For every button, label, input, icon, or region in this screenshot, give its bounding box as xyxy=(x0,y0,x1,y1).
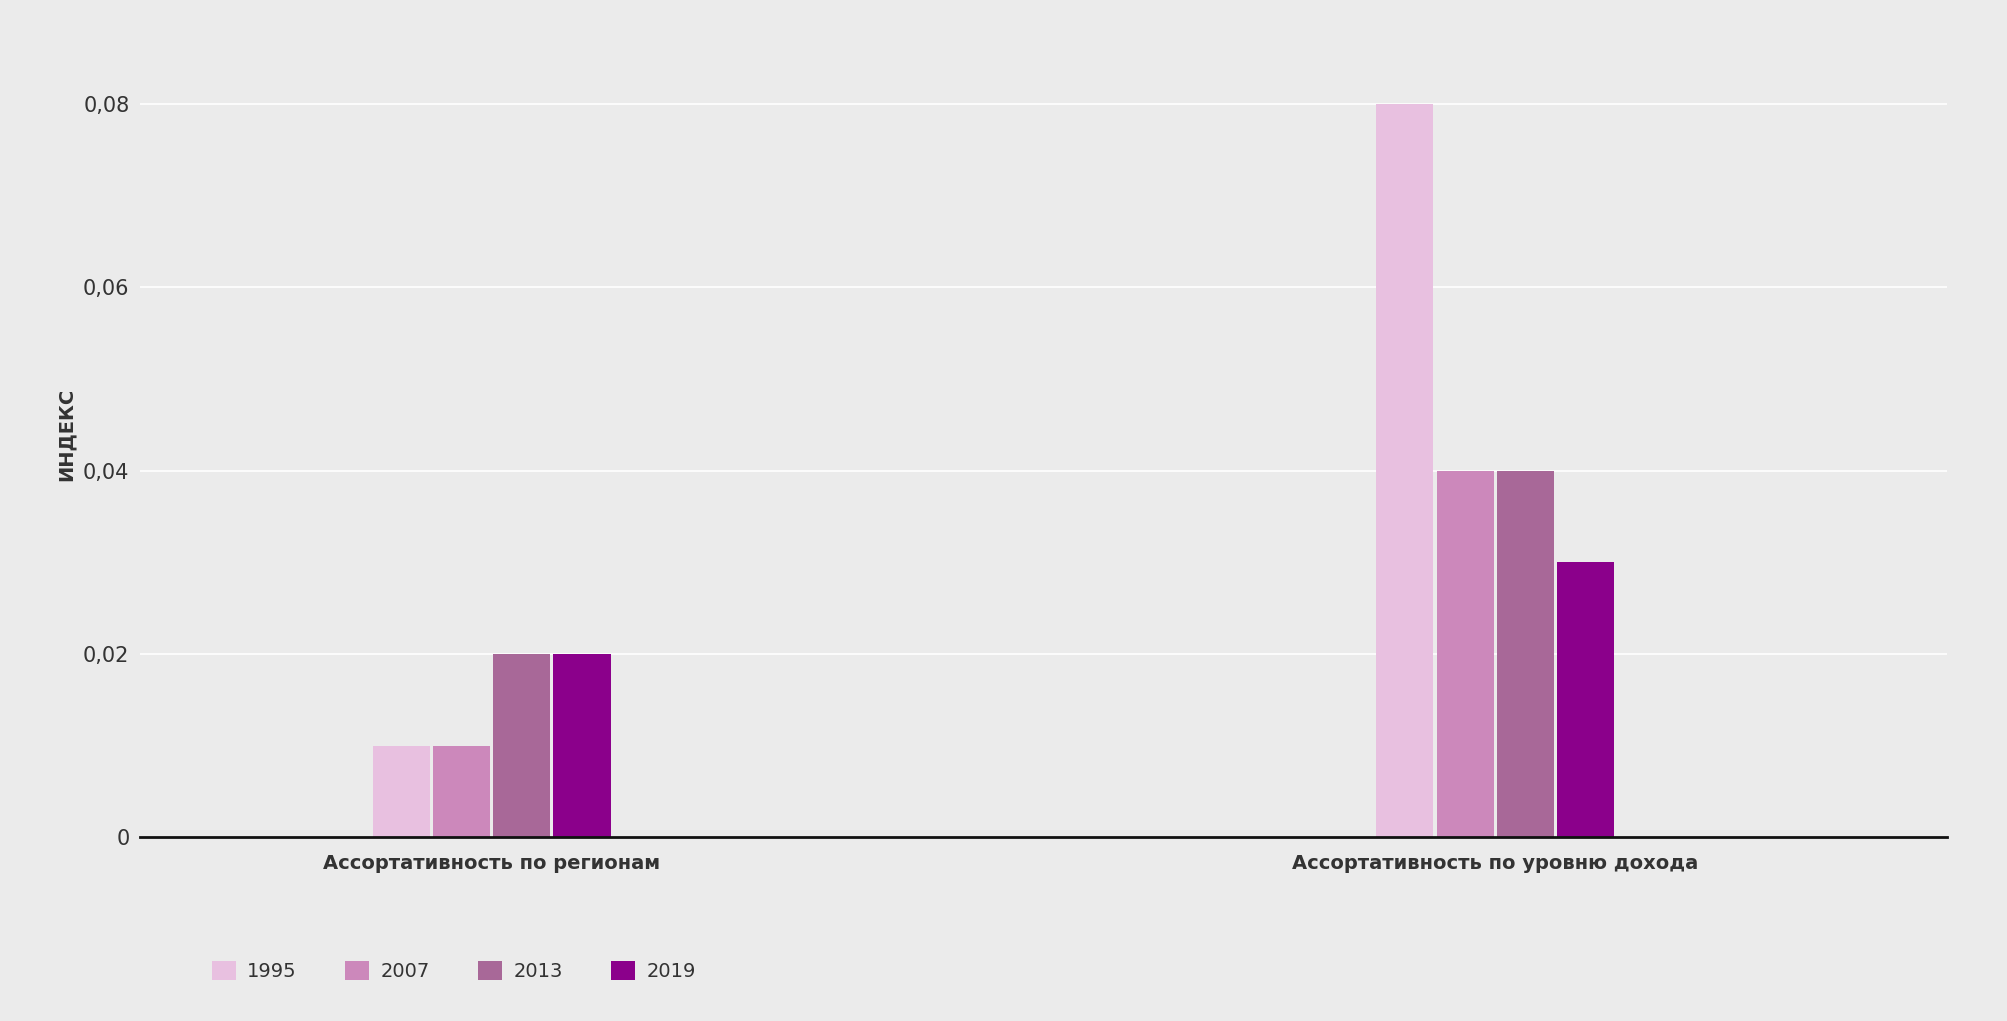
Legend: 1995, 2007, 2013, 2019: 1995, 2007, 2013, 2019 xyxy=(205,953,702,988)
Bar xyxy=(373,745,429,837)
Bar xyxy=(1557,563,1614,837)
Bar xyxy=(554,653,610,837)
Bar xyxy=(1377,104,1433,837)
Bar xyxy=(1437,471,1493,837)
Bar xyxy=(494,653,550,837)
Bar xyxy=(1497,471,1553,837)
Y-axis label: ИНДЕКС: ИНДЕКС xyxy=(56,387,76,481)
Bar xyxy=(434,745,490,837)
